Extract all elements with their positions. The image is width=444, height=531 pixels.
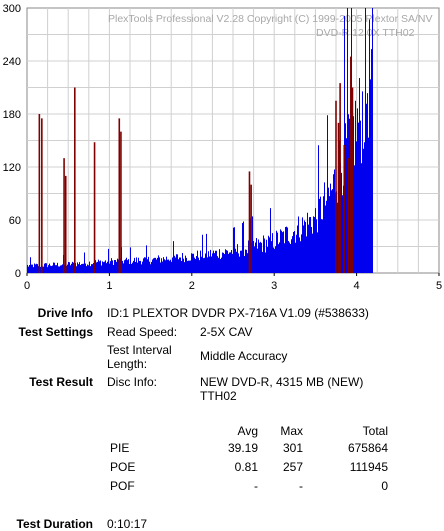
y-tick-label: 120: [3, 162, 21, 174]
row-max: 257: [282, 460, 303, 474]
grid: [27, 8, 439, 273]
x-tick-label: 3: [271, 280, 277, 292]
watermark-line-1: PlexTools Professional V2.28 Copyright (…: [108, 13, 433, 25]
test-result-label: Test Result: [29, 375, 93, 389]
row-avg: -: [254, 479, 258, 493]
y-tick-label: 60: [9, 215, 21, 227]
y-tick-label: 240: [3, 56, 21, 68]
y-tick-label: 0: [15, 268, 21, 280]
test-settings-label: Test Settings: [18, 325, 93, 339]
header-avg: Avg: [237, 424, 258, 438]
interval-label-2: Length:: [107, 357, 148, 371]
y-tick-label: 180: [3, 109, 21, 121]
disc-info-label: Disc Info:: [107, 375, 158, 389]
read-speed-label: Read Speed:: [107, 325, 178, 339]
poe-series: [38, 56, 354, 273]
row-max: 301: [282, 441, 303, 455]
x-tick-label: 1: [106, 280, 112, 292]
drive-info-label: Drive Info: [37, 306, 93, 320]
row-total: 0: [381, 479, 388, 493]
test-duration-value: 0:10:17: [107, 517, 148, 531]
header-total: Total: [362, 424, 388, 438]
x-tick-label: 5: [436, 280, 442, 292]
row-max: -: [299, 479, 303, 493]
row-avg: 0.81: [234, 460, 258, 474]
y-tick-label: 300: [3, 3, 21, 15]
drive-info-value: ID:1 PLEXTOR DVDR PX-716A V1.09 (#538633…: [107, 306, 369, 320]
row-name: POF: [110, 479, 135, 493]
interval-value: Middle Accuracy: [200, 349, 288, 363]
row-name: POE: [110, 460, 136, 474]
x-tick-label: 2: [189, 280, 195, 292]
test-duration-label: Test Duration: [16, 517, 93, 531]
x-axis: 0 1 2 3 4 5: [24, 273, 442, 292]
row-name: PIE: [110, 441, 130, 455]
pie-series: [27, 8, 373, 273]
header-max: Max: [280, 424, 303, 438]
x-tick-label: 4: [354, 280, 360, 292]
pie-chart: PlexTools Professional V2.28 Copyright (…: [3, 3, 442, 292]
x-tick-label: 0: [24, 280, 30, 292]
disc-info-value-2: TTH02: [200, 389, 237, 403]
interval-label-1: Test Interval: [107, 343, 172, 357]
disc-info-value-1: NEW DVD-R, 4315 MB (NEW): [200, 375, 364, 389]
row-total: 111945: [349, 460, 388, 474]
y-axis: 0 60 120 180 240 300: [3, 3, 21, 280]
row-total: 675864: [347, 441, 388, 455]
read-speed-value: 2-5X CAV: [200, 325, 253, 339]
row-avg: 39.19: [227, 441, 258, 455]
